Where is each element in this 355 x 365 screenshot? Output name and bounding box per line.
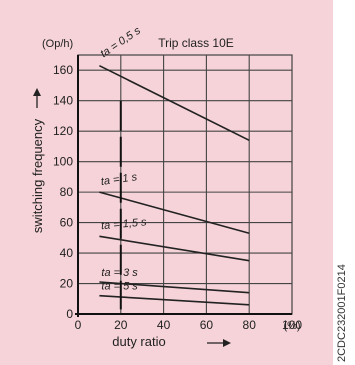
y-tick-label: 80 xyxy=(60,185,74,199)
x-axis-label: duty ratio xyxy=(112,334,165,349)
y-unit-label: (Op/h) xyxy=(42,38,73,50)
y-tick-label: 160 xyxy=(53,63,73,77)
series-label: ta = 3 s xyxy=(101,267,138,279)
chart-svg: (Op/h) Trip class 10E 0 20 40 60 80 100 120 140… xyxy=(30,24,302,349)
y-tick-label: 100 xyxy=(53,155,73,169)
y-tick-label: 140 xyxy=(53,94,73,108)
y-tick-label: 120 xyxy=(53,124,73,138)
y-tick-label: 0 xyxy=(66,307,73,321)
x-tick-label: 40 xyxy=(157,318,171,332)
y-tick-label: 40 xyxy=(60,246,74,260)
series-label: ta = 5 s xyxy=(101,281,138,293)
y-axis-label: switching frequency xyxy=(30,118,45,233)
x-tick-label: 80 xyxy=(243,318,257,332)
x-tick-label: 20 xyxy=(114,318,128,332)
y-tick-label: 20 xyxy=(60,277,74,291)
y-axis-arrow xyxy=(33,88,41,108)
series-line xyxy=(99,191,250,235)
series-line xyxy=(99,281,250,294)
x-axis-arrow xyxy=(207,339,231,347)
series-line xyxy=(99,235,250,262)
side-code-label: 2CDC232001F0214 xyxy=(336,264,348,362)
chart-panel xyxy=(0,0,333,365)
series-line xyxy=(99,64,250,142)
series-label: ta = 1 s xyxy=(100,171,138,188)
chart-title: Trip class 10E xyxy=(158,36,234,50)
x-tick-label: 0 xyxy=(75,318,82,332)
x-tick-label: 60 xyxy=(200,318,214,332)
series-line xyxy=(99,294,250,306)
series-label: ta = 1,5 s xyxy=(101,216,148,232)
y-tick-label: 60 xyxy=(60,216,74,230)
x-tick-label: 100 xyxy=(282,318,302,332)
x-unit-label: (%) xyxy=(283,320,300,332)
